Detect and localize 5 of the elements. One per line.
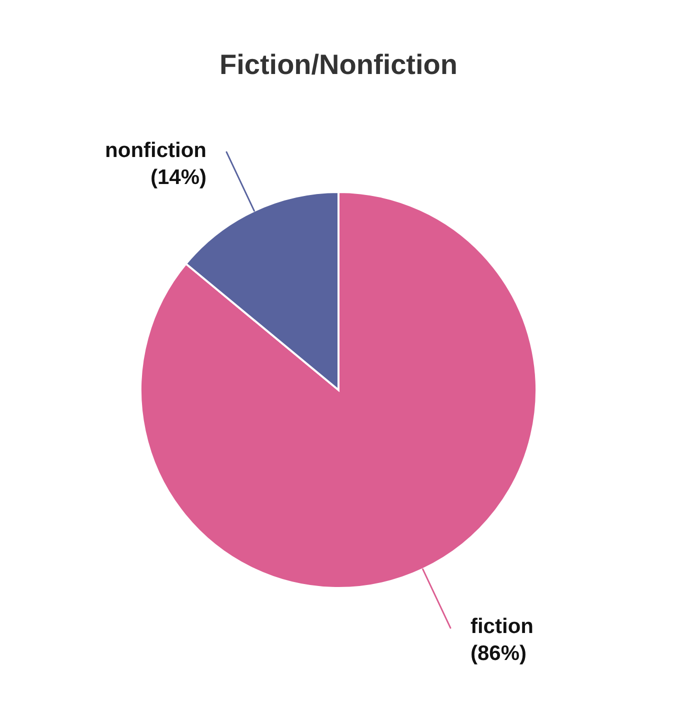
data-label: (14%) [150,166,207,190]
slice-label: fiction [470,614,534,638]
slice-label: nonfiction [105,139,207,162]
chart-title: Fiction/Nonfiction [220,49,458,80]
data-label: (86%) [470,642,527,665]
